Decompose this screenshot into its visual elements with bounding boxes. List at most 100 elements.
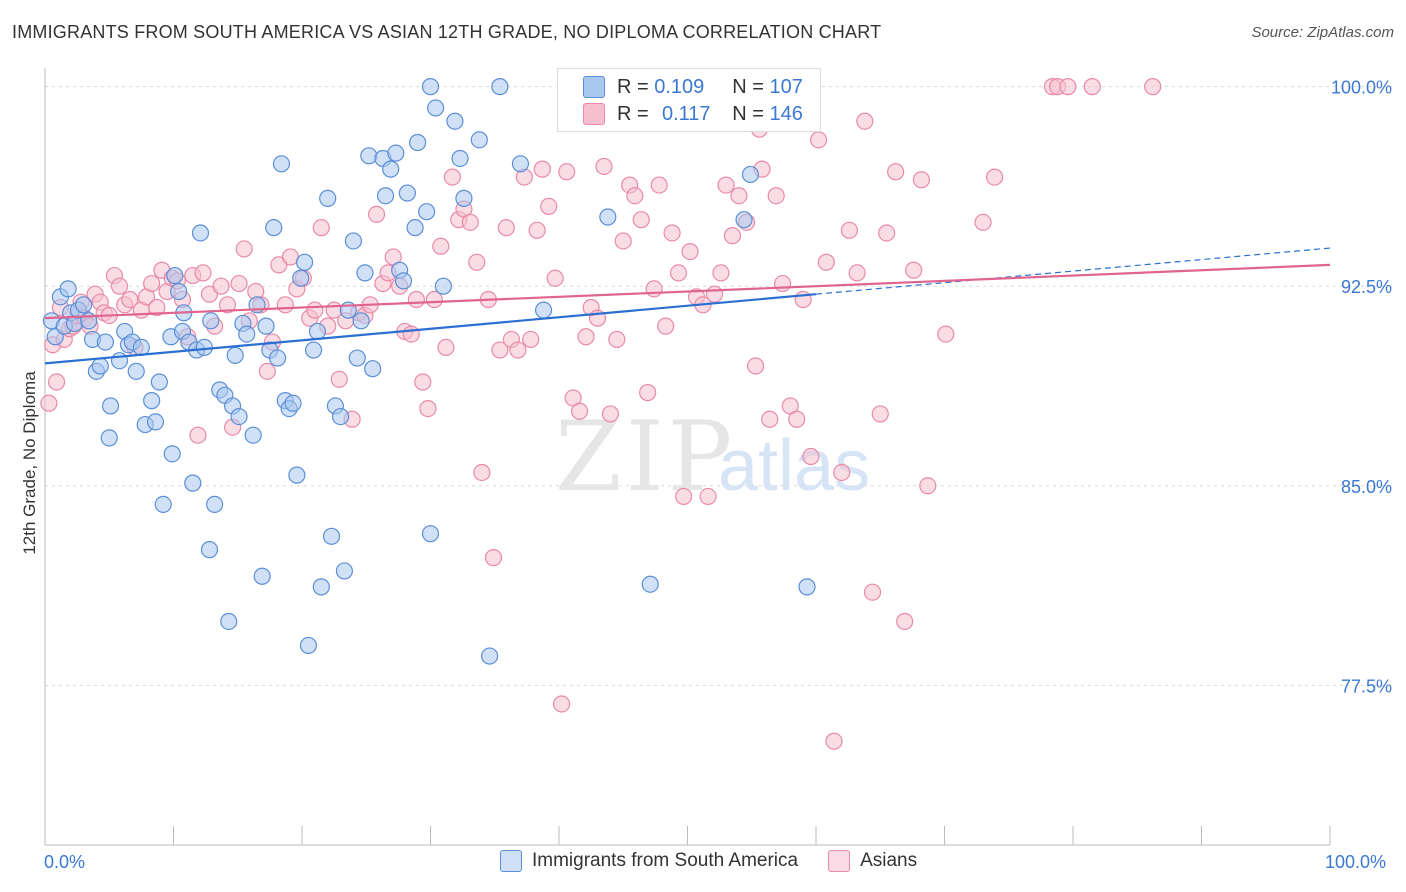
pink-legend-swatch <box>828 850 851 872</box>
asians-point <box>148 298 166 317</box>
x-tick-label-min: 0.0% <box>44 852 86 872</box>
asians-point <box>330 370 348 388</box>
asians-point <box>473 463 491 482</box>
asians-point <box>650 176 668 194</box>
asians-point <box>840 221 859 239</box>
south-america-point <box>96 333 114 351</box>
asians-point <box>817 253 835 271</box>
asians-point <box>833 463 851 482</box>
asians-point <box>614 232 632 250</box>
south-america-point <box>312 578 330 596</box>
y-axis-title: 12th Grade, No Diploma <box>20 371 39 555</box>
asians-point <box>723 227 742 245</box>
south-america-point <box>257 317 275 335</box>
asians-point <box>773 274 792 293</box>
south-america-point <box>206 495 224 513</box>
asians-point <box>402 325 420 343</box>
gridlines <box>45 86 1392 686</box>
south-america-point <box>511 155 530 173</box>
legend-item-south-america: Immigrants from South America <box>500 850 798 872</box>
asians-point <box>767 187 785 205</box>
blue-swatch <box>583 76 605 98</box>
south-america-point <box>421 525 440 543</box>
south-america-point <box>319 189 337 207</box>
south-america-point <box>798 578 816 596</box>
legend-row-asians: R = 0.117 N = 146 <box>583 101 803 127</box>
asians-point <box>919 477 937 495</box>
stats-legend: R = 0.109 N = 107 R = 0.117 N = 146 <box>557 68 821 132</box>
south-america-point <box>434 277 452 295</box>
asians-point <box>896 612 914 631</box>
asians-point <box>788 410 806 428</box>
south-america-point <box>641 575 659 593</box>
asians-point <box>432 237 450 255</box>
south-america-point <box>163 445 181 463</box>
asians-point <box>414 373 432 391</box>
south-america-point <box>132 338 150 357</box>
asians-point <box>887 163 905 181</box>
south-america-point <box>418 203 436 221</box>
blue-legend-swatch <box>500 850 522 872</box>
asians-point <box>437 338 455 357</box>
asians-point <box>986 168 1004 186</box>
asians-point <box>663 224 681 242</box>
asians-point <box>189 426 207 444</box>
south-america-point <box>364 360 382 378</box>
south-america-point <box>352 312 370 330</box>
south-america-point <box>299 636 318 655</box>
asians-point <box>312 219 330 237</box>
y-tick-label: 85.0% <box>1341 477 1392 497</box>
south-america-point <box>230 407 248 426</box>
asians-trend-line <box>44 263 1331 320</box>
south-america-point <box>451 149 469 168</box>
asians-point <box>497 219 515 237</box>
r-label: R = <box>617 75 649 98</box>
asians-point <box>235 240 253 258</box>
south-america-point <box>427 99 445 117</box>
pink-swatch <box>583 103 605 125</box>
asians-point <box>528 221 546 239</box>
asians-point <box>121 290 139 309</box>
asians-point <box>657 317 675 335</box>
asians-point <box>595 157 613 176</box>
asians-point <box>626 187 644 205</box>
south-america-point <box>376 187 395 205</box>
y-tick-label: 100.0% <box>1331 78 1392 98</box>
asians-point <box>40 394 58 412</box>
asians-point <box>712 264 730 282</box>
south-america-point <box>741 165 760 184</box>
south-america-point <box>382 160 400 178</box>
asians-point <box>425 290 443 309</box>
south-america-point <box>202 312 220 330</box>
asians-point <box>1144 78 1162 96</box>
asians-point <box>645 280 663 298</box>
south-america-point <box>308 322 327 341</box>
y-tick-label: 92.5% <box>1341 277 1392 297</box>
asians-point <box>230 274 248 293</box>
asians-point <box>608 330 626 349</box>
asians-point <box>699 487 717 506</box>
asians-point <box>407 290 425 309</box>
south-america-point <box>195 338 213 357</box>
asians-point <box>468 253 486 271</box>
south-america-trend-line <box>44 293 817 365</box>
r-value-south-america: 0.109 <box>654 75 705 98</box>
asians-point <box>681 243 699 261</box>
asians-point <box>639 384 657 402</box>
south-america-point <box>150 373 168 391</box>
asians-point <box>809 131 828 149</box>
south-america-point <box>387 144 405 162</box>
asians-point <box>461 213 479 231</box>
asians-point <box>552 695 571 713</box>
y-tick-label: 77.5% <box>1341 676 1392 696</box>
south-america-point <box>398 184 416 202</box>
asians-point <box>110 277 129 295</box>
south-america-point <box>360 147 378 165</box>
asians-point <box>705 285 724 303</box>
south-america-point <box>220 612 238 631</box>
south-america-point <box>288 466 306 484</box>
south-america-point <box>127 362 145 380</box>
south-america-point <box>735 211 753 229</box>
south-america-point <box>154 495 172 513</box>
south-america-point <box>406 219 424 237</box>
